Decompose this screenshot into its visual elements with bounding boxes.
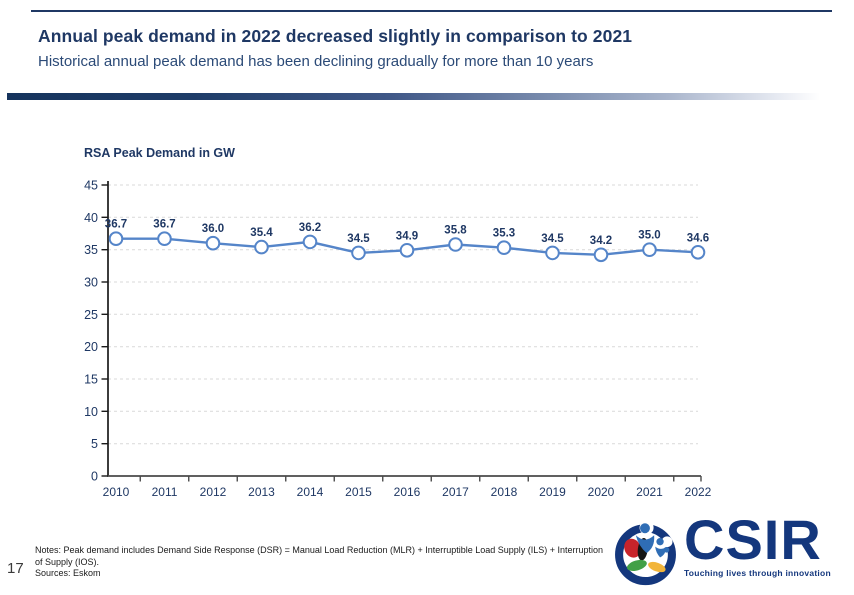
csir-tagline: Touching lives through innovation	[684, 568, 831, 578]
notes-line-1: Notes: Peak demand includes Demand Side …	[35, 545, 604, 555]
emblem-small-figure-body	[655, 546, 666, 558]
data-point-marker	[254, 239, 269, 255]
data-point-marker	[642, 242, 657, 257]
data-point-marker	[690, 245, 706, 260]
x-tick-label: 2011	[152, 485, 178, 499]
data-label: 36.7	[105, 219, 127, 231]
data-point-marker	[108, 231, 124, 247]
footer-notes: Notes: Peak demand includes Demand Side …	[35, 545, 613, 580]
csir-emblem-icon	[615, 520, 676, 586]
y-tick-label: 35	[84, 243, 98, 257]
top-divider-line	[31, 10, 832, 12]
x-tick-label: 2017	[442, 485, 469, 499]
data-label: 35.3	[493, 228, 515, 240]
peak-demand-line-chart: 0 5 10 15 20 25 30 35 40 45 36.7 2010 36.7 2011 36.0 20…	[84, 179, 712, 500]
y-tick-label: 5	[91, 437, 98, 451]
emblem-figure-body	[635, 535, 655, 554]
header-divider-gradient	[7, 93, 854, 100]
slide-subtitle: Historical annual peak demand has been d…	[38, 53, 594, 70]
x-tick-label: 2020	[588, 485, 615, 499]
y-tick-label: 30	[84, 276, 98, 290]
x-tick-label: 2022	[685, 485, 712, 499]
x-tick-label: 2013	[248, 485, 275, 499]
x-tick-label: 2012	[200, 485, 227, 499]
data-point-marker	[496, 240, 512, 255]
y-tick-label: 20	[84, 340, 98, 354]
y-tick-label: 25	[84, 308, 98, 322]
data-label: 36.7	[153, 219, 175, 231]
csir-logo-text-block: CSIR Touching lives through innovation	[684, 508, 831, 579]
emblem-small-figure-head	[656, 538, 664, 546]
emblem-figure-head	[640, 523, 650, 534]
emblem-ring-gap-right	[661, 536, 673, 548]
y-tick-label: 0	[91, 470, 98, 484]
data-label: 34.5	[541, 233, 564, 245]
sources-line: Sources: Eskom	[35, 568, 101, 578]
data-label: 36.0	[202, 223, 224, 235]
data-point-marker	[448, 237, 463, 252]
data-label: 34.9	[396, 230, 418, 242]
data-label: 36.2	[299, 222, 321, 234]
chart-title: RSA Peak Demand in GW	[84, 146, 235, 160]
emblem-green-arc	[626, 559, 647, 571]
data-point-marker	[157, 231, 172, 247]
data-label: 35.0	[638, 230, 660, 242]
x-tick-label: 2018	[491, 485, 518, 499]
x-tick-label: 2019	[539, 485, 566, 499]
x-tick-label: 2016	[394, 485, 421, 499]
emblem-yellow-arc	[648, 561, 666, 573]
notes-line-2: of Supply (IOS).	[35, 556, 100, 567]
data-label: 35.4	[250, 227, 273, 239]
data-point-marker	[351, 245, 366, 261]
data-label: 34.6	[687, 232, 709, 244]
data-label: 35.8	[444, 225, 467, 237]
csir-logo: CSIR Touching lives through innovation	[611, 508, 831, 588]
data-point-marker	[302, 234, 318, 250]
data-point-marker	[545, 245, 560, 261]
csir-wordmark: CSIR	[684, 508, 822, 571]
data-point-marker	[205, 235, 221, 251]
data-label: 34.5	[347, 233, 370, 245]
x-tick-label: 2015	[345, 485, 372, 499]
y-tick-label: 10	[84, 405, 98, 419]
emblem-red-shape	[624, 538, 641, 558]
data-point-marker	[399, 243, 415, 258]
y-tick-label: 15	[84, 373, 98, 387]
x-tick-label: 2010	[103, 485, 130, 499]
x-tick-label: 2021	[636, 485, 663, 499]
x-tick-label: 2014	[297, 485, 324, 499]
data-point-marker	[593, 247, 609, 263]
y-tick-label: 45	[84, 179, 98, 193]
page-number: 17	[7, 560, 24, 577]
slide-title: Annual peak demand in 2022 decreased sli…	[38, 26, 633, 46]
data-label: 34.2	[590, 235, 612, 247]
y-tick-label: 40	[84, 211, 98, 225]
